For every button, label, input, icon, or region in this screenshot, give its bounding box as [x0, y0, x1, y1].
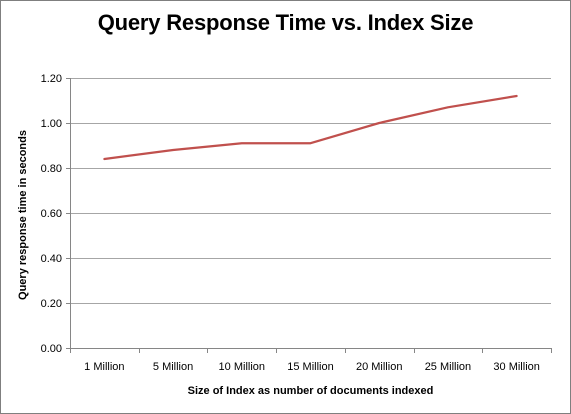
y-tick-label: 0.20	[41, 298, 62, 310]
series-line	[103, 94, 518, 161]
chart-title: Query Response Time vs. Index Size	[97, 10, 474, 35]
y-tick-label: 0.60	[41, 208, 62, 220]
x-tick-label: 30 Million	[493, 361, 539, 373]
axes	[66, 78, 552, 353]
y-tick-label: 1.20	[41, 73, 62, 85]
y-tick-label: 0.40	[41, 253, 62, 265]
series	[103, 94, 518, 161]
x-tick-label: 25 Million	[425, 361, 471, 373]
x-tick-label: 5 Million	[153, 361, 193, 373]
x-tick-label: 10 Million	[219, 361, 265, 373]
x-axis-title: Size of Index as number of documents ind…	[188, 385, 434, 397]
x-tick-label: 15 Million	[287, 361, 333, 373]
y-tick-labels: 0.00 0.20 0.40 0.60 0.80 1.00 1.20	[41, 73, 62, 355]
y-axis-title: Query response time in seconds	[17, 130, 29, 300]
x-tick-label: 1 Million	[84, 361, 124, 373]
y-tick-label: 0.00	[41, 343, 62, 355]
x-tick-label: 20 Million	[356, 361, 402, 373]
y-tick-label: 0.80	[41, 163, 62, 175]
gridlines	[70, 78, 551, 304]
y-tick-label: 1.00	[41, 118, 62, 130]
x-tick-labels: 1 Million 5 Million 10 Million 15 Million 20…	[84, 361, 540, 373]
